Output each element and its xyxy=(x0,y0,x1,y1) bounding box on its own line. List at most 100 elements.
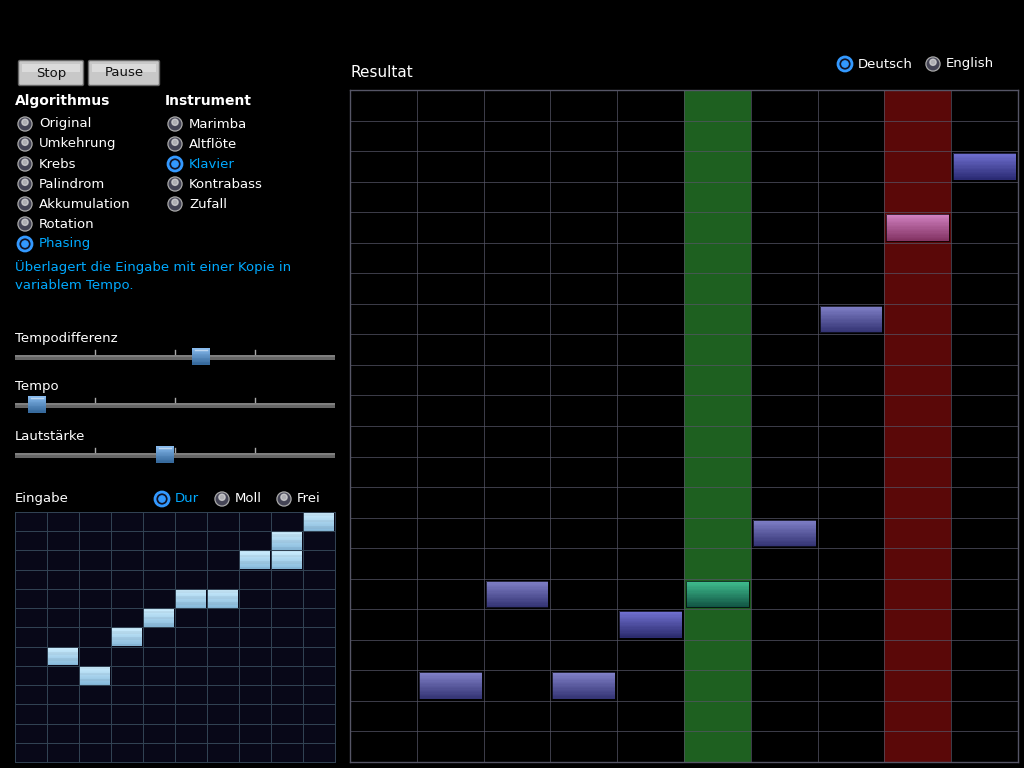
Bar xyxy=(620,631,682,633)
Bar xyxy=(80,682,110,684)
Circle shape xyxy=(842,61,848,67)
Circle shape xyxy=(19,138,31,150)
Bar xyxy=(953,164,1016,166)
Bar xyxy=(953,170,1016,172)
Bar xyxy=(753,526,815,528)
Bar xyxy=(208,596,238,598)
Text: Phasing: Phasing xyxy=(39,237,91,250)
Bar xyxy=(753,540,815,541)
Bar xyxy=(176,590,206,591)
Bar xyxy=(620,621,682,622)
Bar xyxy=(144,617,174,618)
Bar xyxy=(80,671,110,673)
Bar xyxy=(819,327,883,329)
Bar xyxy=(80,667,110,668)
Bar xyxy=(240,563,270,564)
Bar xyxy=(272,558,302,559)
Text: Akkumulation: Akkumulation xyxy=(39,197,131,210)
Bar xyxy=(29,397,46,398)
Bar xyxy=(176,591,206,592)
Bar xyxy=(144,611,174,612)
Bar xyxy=(753,538,815,540)
Bar xyxy=(29,409,46,411)
Bar xyxy=(753,535,815,536)
Circle shape xyxy=(22,179,28,185)
Bar xyxy=(953,172,1016,174)
Bar xyxy=(953,167,1016,168)
Bar xyxy=(953,157,1016,159)
Bar xyxy=(485,590,549,592)
Circle shape xyxy=(19,238,31,250)
Bar xyxy=(29,410,46,412)
Bar xyxy=(953,178,1016,180)
Bar xyxy=(48,657,78,658)
Bar xyxy=(144,615,174,617)
Bar xyxy=(887,217,949,219)
Bar xyxy=(15,403,335,408)
Bar xyxy=(176,597,206,598)
Bar xyxy=(272,538,302,540)
Bar xyxy=(620,633,682,634)
Bar xyxy=(419,691,481,693)
Bar xyxy=(48,656,78,657)
Circle shape xyxy=(22,139,28,145)
Bar xyxy=(686,601,749,602)
Circle shape xyxy=(168,197,182,211)
Bar xyxy=(29,409,46,410)
Bar xyxy=(144,617,174,619)
Bar xyxy=(887,214,949,240)
Bar xyxy=(272,560,302,561)
Bar xyxy=(419,697,481,698)
Circle shape xyxy=(839,58,851,70)
Bar xyxy=(419,684,481,686)
FancyBboxPatch shape xyxy=(88,61,160,85)
Bar xyxy=(29,407,46,409)
Bar xyxy=(80,680,110,682)
Bar xyxy=(686,591,749,593)
Circle shape xyxy=(22,159,28,165)
Bar xyxy=(686,589,749,591)
Bar xyxy=(191,358,210,359)
Bar xyxy=(272,557,302,558)
Bar xyxy=(144,621,174,623)
Text: Zufall: Zufall xyxy=(189,197,227,210)
Bar xyxy=(157,448,174,449)
Bar xyxy=(157,455,174,456)
Bar xyxy=(887,237,949,239)
Bar xyxy=(112,638,142,639)
Bar xyxy=(552,697,615,700)
Bar xyxy=(686,597,749,598)
Bar xyxy=(144,610,174,611)
Bar xyxy=(819,306,883,333)
Bar xyxy=(552,695,615,697)
Text: Klavier: Klavier xyxy=(189,157,234,170)
Bar xyxy=(112,628,142,630)
Bar xyxy=(819,318,883,319)
Bar xyxy=(887,229,949,230)
Bar xyxy=(485,588,549,589)
Bar xyxy=(112,641,142,643)
Text: Original: Original xyxy=(39,118,91,131)
Bar xyxy=(144,616,174,617)
Bar xyxy=(176,606,206,607)
Bar xyxy=(887,236,949,237)
Bar xyxy=(552,691,615,693)
Text: Krebs: Krebs xyxy=(39,157,77,170)
Bar xyxy=(419,692,481,694)
Bar xyxy=(157,449,174,450)
Bar xyxy=(686,584,749,587)
Bar xyxy=(157,446,174,447)
Bar xyxy=(157,453,174,455)
Bar xyxy=(485,594,549,596)
Bar xyxy=(112,640,142,641)
Bar xyxy=(620,622,682,624)
Bar xyxy=(419,694,481,696)
Bar xyxy=(887,231,949,233)
Bar xyxy=(552,680,615,682)
Bar xyxy=(240,558,270,559)
Bar xyxy=(304,515,334,517)
Bar xyxy=(686,586,749,588)
Circle shape xyxy=(18,197,32,211)
Bar xyxy=(819,323,883,325)
Bar xyxy=(48,650,78,651)
